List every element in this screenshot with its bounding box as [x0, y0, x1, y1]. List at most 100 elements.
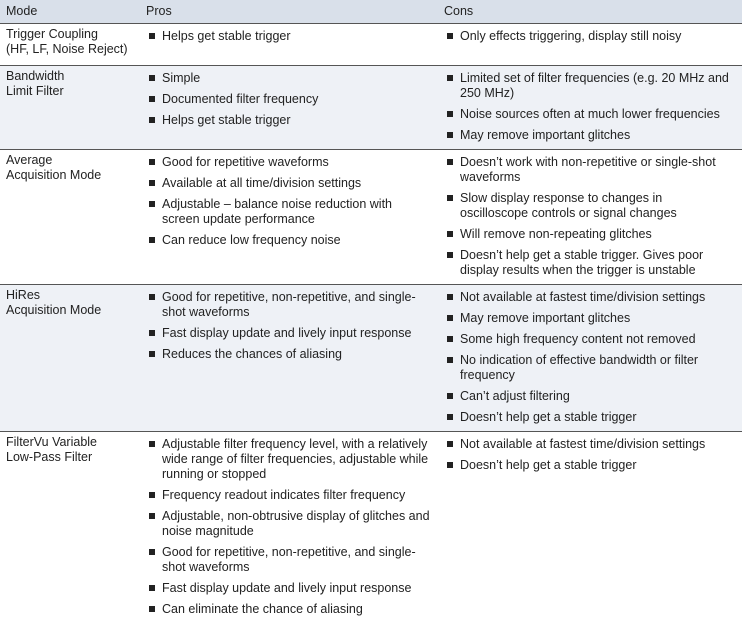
pros-list: Adjustable filter frequency level, with … — [146, 437, 432, 617]
bullet-item: May remove important glitches — [444, 128, 730, 143]
cons-cell: Doesn’t work with non-repetitive or sing… — [438, 150, 742, 285]
item-text: Reduces the chances of aliasing — [162, 347, 342, 361]
bullet — [447, 111, 453, 117]
bullet — [447, 252, 453, 258]
bullet-item: Frequency readout indicates filter frequ… — [146, 488, 432, 503]
item-text: Can reduce low frequency noise — [162, 233, 341, 247]
bullet-item: Helps get stable trigger — [146, 29, 432, 44]
bullet-item: Helps get stable trigger — [146, 113, 432, 128]
bullet — [447, 231, 453, 237]
bullet — [149, 606, 155, 612]
bullet-item: Adjustable filter frequency level, with … — [146, 437, 432, 482]
pros-cell: Simple Documented filter frequency Helps g… — [140, 66, 438, 150]
bullet-item: Not available at fastest time/division s… — [444, 437, 730, 452]
bullet-item: May remove important glitches — [444, 311, 730, 326]
bullet-item: Can reduce low frequency noise — [146, 233, 432, 248]
mode-cell: Trigger Coupling(HF, LF, Noise Reject) — [0, 24, 140, 66]
bullet — [149, 75, 155, 81]
item-text: Fast display update and lively input res… — [162, 326, 411, 340]
pros-cell: Good for repetitive, non-repetitive, and… — [140, 285, 438, 432]
mode-line: HiRes — [6, 288, 134, 303]
item-text: Documented filter frequency — [162, 92, 318, 106]
page: {"header":{"mode":"Mode","pros":"Pros","… — [0, 0, 742, 604]
bullet-item: Good for repetitive, non-repetitive, and… — [146, 290, 432, 320]
table-row: Trigger Coupling(HF, LF, Noise Reject) He… — [0, 24, 742, 66]
bullet — [447, 195, 453, 201]
item-text: No indication of effective bandwidth or … — [460, 353, 698, 382]
cons-list: Not available at fastest time/division s… — [444, 437, 736, 473]
item-text: Doesn’t help get a stable trigger — [460, 458, 637, 472]
item-text: Some high frequency content not removed — [460, 332, 696, 346]
bullet — [149, 33, 155, 39]
bullet — [447, 294, 453, 300]
bullet — [447, 33, 453, 39]
mode-line: Acquisition Mode — [6, 303, 134, 318]
bullet — [149, 351, 155, 357]
bullet-item: Available at all time/division settings — [146, 176, 432, 191]
bullet-item: Doesn’t help get a stable trigger — [444, 458, 730, 473]
pros-list: Simple Documented filter frequency Helps g… — [146, 71, 432, 128]
bullet — [149, 549, 155, 555]
bullet-item: Can eliminate the chance of aliasing — [146, 602, 432, 617]
bullet — [149, 237, 155, 243]
item-text: Good for repetitive waveforms — [162, 155, 329, 169]
item-text: Only effects triggering, display still n… — [460, 29, 681, 43]
bullet-item: Simple — [146, 71, 432, 86]
bullet-item: Some high frequency content not removed — [444, 332, 730, 347]
cons-list: Not available at fastest time/division s… — [444, 290, 736, 425]
item-text: Adjustable – balance noise reduction wit… — [162, 197, 392, 226]
bullet — [149, 441, 155, 447]
pros-list: Good for repetitive waveforms Available a… — [146, 155, 432, 248]
item-text: Helps get stable trigger — [162, 29, 291, 43]
header-cell: Cons — [438, 0, 742, 24]
cons-cell: Not available at fastest time/division s… — [438, 432, 742, 624]
bullet-item: Noise sources often at much lower freque… — [444, 107, 730, 122]
item-text: Good for repetitive, non-repetitive, and… — [162, 290, 416, 319]
mode-line: (HF, LF, Noise Reject) — [6, 42, 134, 57]
item-text: Helps get stable trigger — [162, 113, 291, 127]
cons-list: Limited set of filter frequencies (e.g. … — [444, 71, 736, 143]
bullet — [447, 462, 453, 468]
item-text: Adjustable filter frequency level, with … — [162, 437, 428, 481]
bullet — [447, 132, 453, 138]
bullet-item: Will remove non-repeating glitches — [444, 227, 730, 242]
bullet — [149, 585, 155, 591]
item-text: Frequency readout indicates filter frequ… — [162, 488, 405, 502]
bullet — [149, 294, 155, 300]
bullet-item: Good for repetitive waveforms — [146, 155, 432, 170]
bullet — [447, 441, 453, 447]
mode-line: Limit Filter — [6, 84, 134, 99]
item-text: Can’t adjust filtering — [460, 389, 570, 403]
bullet-item: Documented filter frequency — [146, 92, 432, 107]
bullet-item: Can’t adjust filtering — [444, 389, 730, 404]
item-text: Doesn’t work with non-repetitive or sing… — [460, 155, 716, 184]
mode-line: Average — [6, 153, 134, 168]
item-text: Not available at fastest time/division s… — [460, 437, 705, 451]
header-row: Mode Pros Cons — [0, 0, 742, 24]
item-text: May remove important glitches — [460, 311, 630, 325]
bullet — [447, 159, 453, 165]
pros-list: Good for repetitive, non-repetitive, and… — [146, 290, 432, 362]
cons-list: Only effects triggering, display still n… — [444, 29, 736, 44]
bullet — [149, 201, 155, 207]
item-text: Good for repetitive, non-repetitive, and… — [162, 545, 416, 574]
cons-cell: Limited set of filter frequencies (e.g. … — [438, 66, 742, 150]
bullet — [149, 513, 155, 519]
header-cell: Mode — [0, 0, 140, 24]
item-text: Not available at fastest time/division s… — [460, 290, 705, 304]
item-text: Slow display response to changes in osci… — [460, 191, 677, 220]
bullet — [149, 117, 155, 123]
item-text: Doesn’t help get a stable trigger. Gives… — [460, 248, 703, 277]
bullet — [149, 492, 155, 498]
bullet-item: Limited set of filter frequencies (e.g. … — [444, 71, 730, 101]
item-text: Limited set of filter frequencies (e.g. … — [460, 71, 729, 100]
bullet-item: No indication of effective bandwidth or … — [444, 353, 730, 383]
mode-line: FilterVu Variable — [6, 435, 134, 450]
bullet-item: Good for repetitive, non-repetitive, and… — [146, 545, 432, 575]
